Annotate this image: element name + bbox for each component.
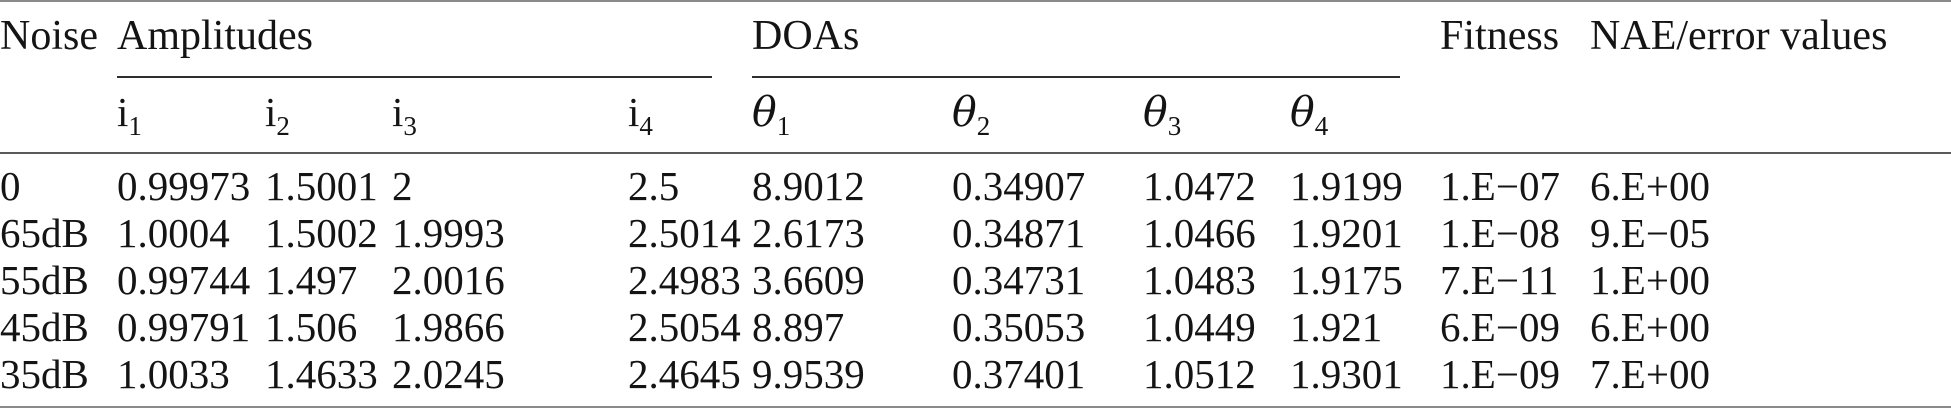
cell-i4: 2.5014 [628, 210, 741, 256]
cell-theta1: 8.897 [752, 304, 845, 350]
amplitudes-group-label: Amplitudes [117, 2, 712, 78]
cell-i2: 1.4633 [265, 351, 392, 408]
cell-theta2: 0.37401 [952, 351, 1143, 408]
col-header-i2: i2 [265, 78, 392, 154]
cell-theta1: 8.9012 [752, 163, 865, 209]
cell-nae: 9.E−05 [1590, 210, 1710, 256]
cell-theta1: 2.6173 [752, 210, 865, 256]
cell-theta4: 1.9199 [1290, 163, 1403, 209]
cell-theta2: 0.34871 [952, 210, 1086, 256]
cell-theta2: 0.35053 [952, 304, 1086, 350]
cell-theta3: 1.0466 [1143, 210, 1256, 256]
col-group-amplitudes: Amplitudes [117, 1, 752, 78]
cell-fitness: 6.E−09 [1440, 304, 1560, 350]
cell-i3: 2 [392, 163, 413, 209]
cell-i2: 1.497 [265, 257, 358, 303]
col-header-theta4: θ4 [1290, 78, 1441, 154]
cell-i1: 1.0004 [117, 210, 230, 256]
col-header-theta2: θ2 [952, 78, 1143, 154]
table-row: 35dB 1.0033 1.4633 2.0245 2.4645 9.9539 … [0, 351, 1951, 408]
cell-fitness: 1.E−09 [1440, 351, 1591, 408]
cell-theta4: 1.9301 [1290, 351, 1441, 408]
cell-nae: 6.E+00 [1590, 304, 1710, 350]
cell-i4: 2.4645 [628, 351, 752, 408]
col-header-theta3: θ3 [1143, 78, 1290, 154]
cell-noise: 55dB [0, 257, 89, 303]
cell-i4: 2.5054 [628, 304, 741, 350]
cell-theta4: 1.9201 [1290, 210, 1403, 256]
col-header-i4: i4 [628, 78, 752, 154]
cell-noise: 0 [0, 163, 21, 209]
doas-group-label: DOAs [752, 2, 1401, 78]
col-header-theta1: θ1 [752, 78, 952, 154]
cell-fitness: 7.E−11 [1440, 257, 1559, 303]
table-row: 65dB 1.0004 1.5002 1.9993 2.5014 2.6173 … [0, 210, 1951, 257]
cell-theta3: 1.0449 [1143, 304, 1256, 350]
cell-theta2: 0.34907 [952, 163, 1086, 209]
cell-i3: 2.0245 [392, 351, 628, 408]
table-row: 45dB 0.99791 1.506 1.9866 2.5054 8.897 0… [0, 304, 1951, 351]
cell-i2: 1.506 [265, 304, 358, 350]
cell-i3: 1.9866 [392, 304, 505, 350]
cell-theta4: 1.9175 [1290, 257, 1403, 303]
col-header-fitness: Fitness [1440, 1, 1591, 154]
cell-i4: 2.4983 [628, 257, 741, 303]
col-header-i1: i1 [117, 78, 265, 154]
cell-theta3: 1.0512 [1143, 351, 1290, 408]
table-row: 55dB 0.99744 1.497 2.0016 2.4983 3.6609 … [0, 257, 1951, 304]
cell-i1: 0.99744 [117, 257, 251, 303]
cell-fitness: 1.E−07 [1440, 163, 1560, 209]
cell-i1: 0.99791 [117, 304, 251, 350]
col-group-doas: DOAs [752, 1, 1440, 78]
table-row: 0 0.99973 1.5001 2 2.5 8.9012 0.34907 1.… [0, 153, 1951, 210]
cell-i1: 1.0033 [117, 351, 265, 408]
cell-nae: 7.E+00 [1590, 351, 1951, 408]
cell-nae: 1.E+00 [1590, 257, 1710, 303]
cell-theta2: 0.34731 [952, 257, 1086, 303]
col-header-noise: Noise [0, 1, 117, 154]
group-header-row: Noise Amplitudes DOAs Fitness NAE/error … [0, 1, 1951, 154]
cell-i2: 1.5002 [265, 210, 378, 256]
cell-theta1: 9.9539 [752, 351, 952, 408]
cell-i1: 0.99973 [117, 163, 251, 209]
cell-i4: 2.5 [628, 163, 680, 209]
cell-nae: 6.E+00 [1590, 163, 1710, 209]
cell-i3: 1.9993 [392, 210, 505, 256]
cell-noise: 45dB [0, 304, 89, 350]
cell-i3: 2.0016 [392, 257, 505, 303]
cell-theta4: 1.921 [1290, 304, 1383, 350]
sub-header-row: i1 i2 i3 i4 θ1 θ2 θ3 θ4 [0, 78, 1951, 154]
cell-noise: 35dB [0, 351, 117, 408]
col-header-nae: NAE/error values [1590, 1, 1951, 154]
cell-noise: 65dB [0, 210, 89, 256]
cell-i2: 1.5001 [265, 163, 378, 209]
cell-theta3: 1.0483 [1143, 257, 1256, 303]
cell-theta3: 1.0472 [1143, 163, 1256, 209]
cell-theta1: 3.6609 [752, 257, 865, 303]
cell-fitness: 1.E−08 [1440, 210, 1560, 256]
col-header-i3: i3 [392, 78, 628, 154]
